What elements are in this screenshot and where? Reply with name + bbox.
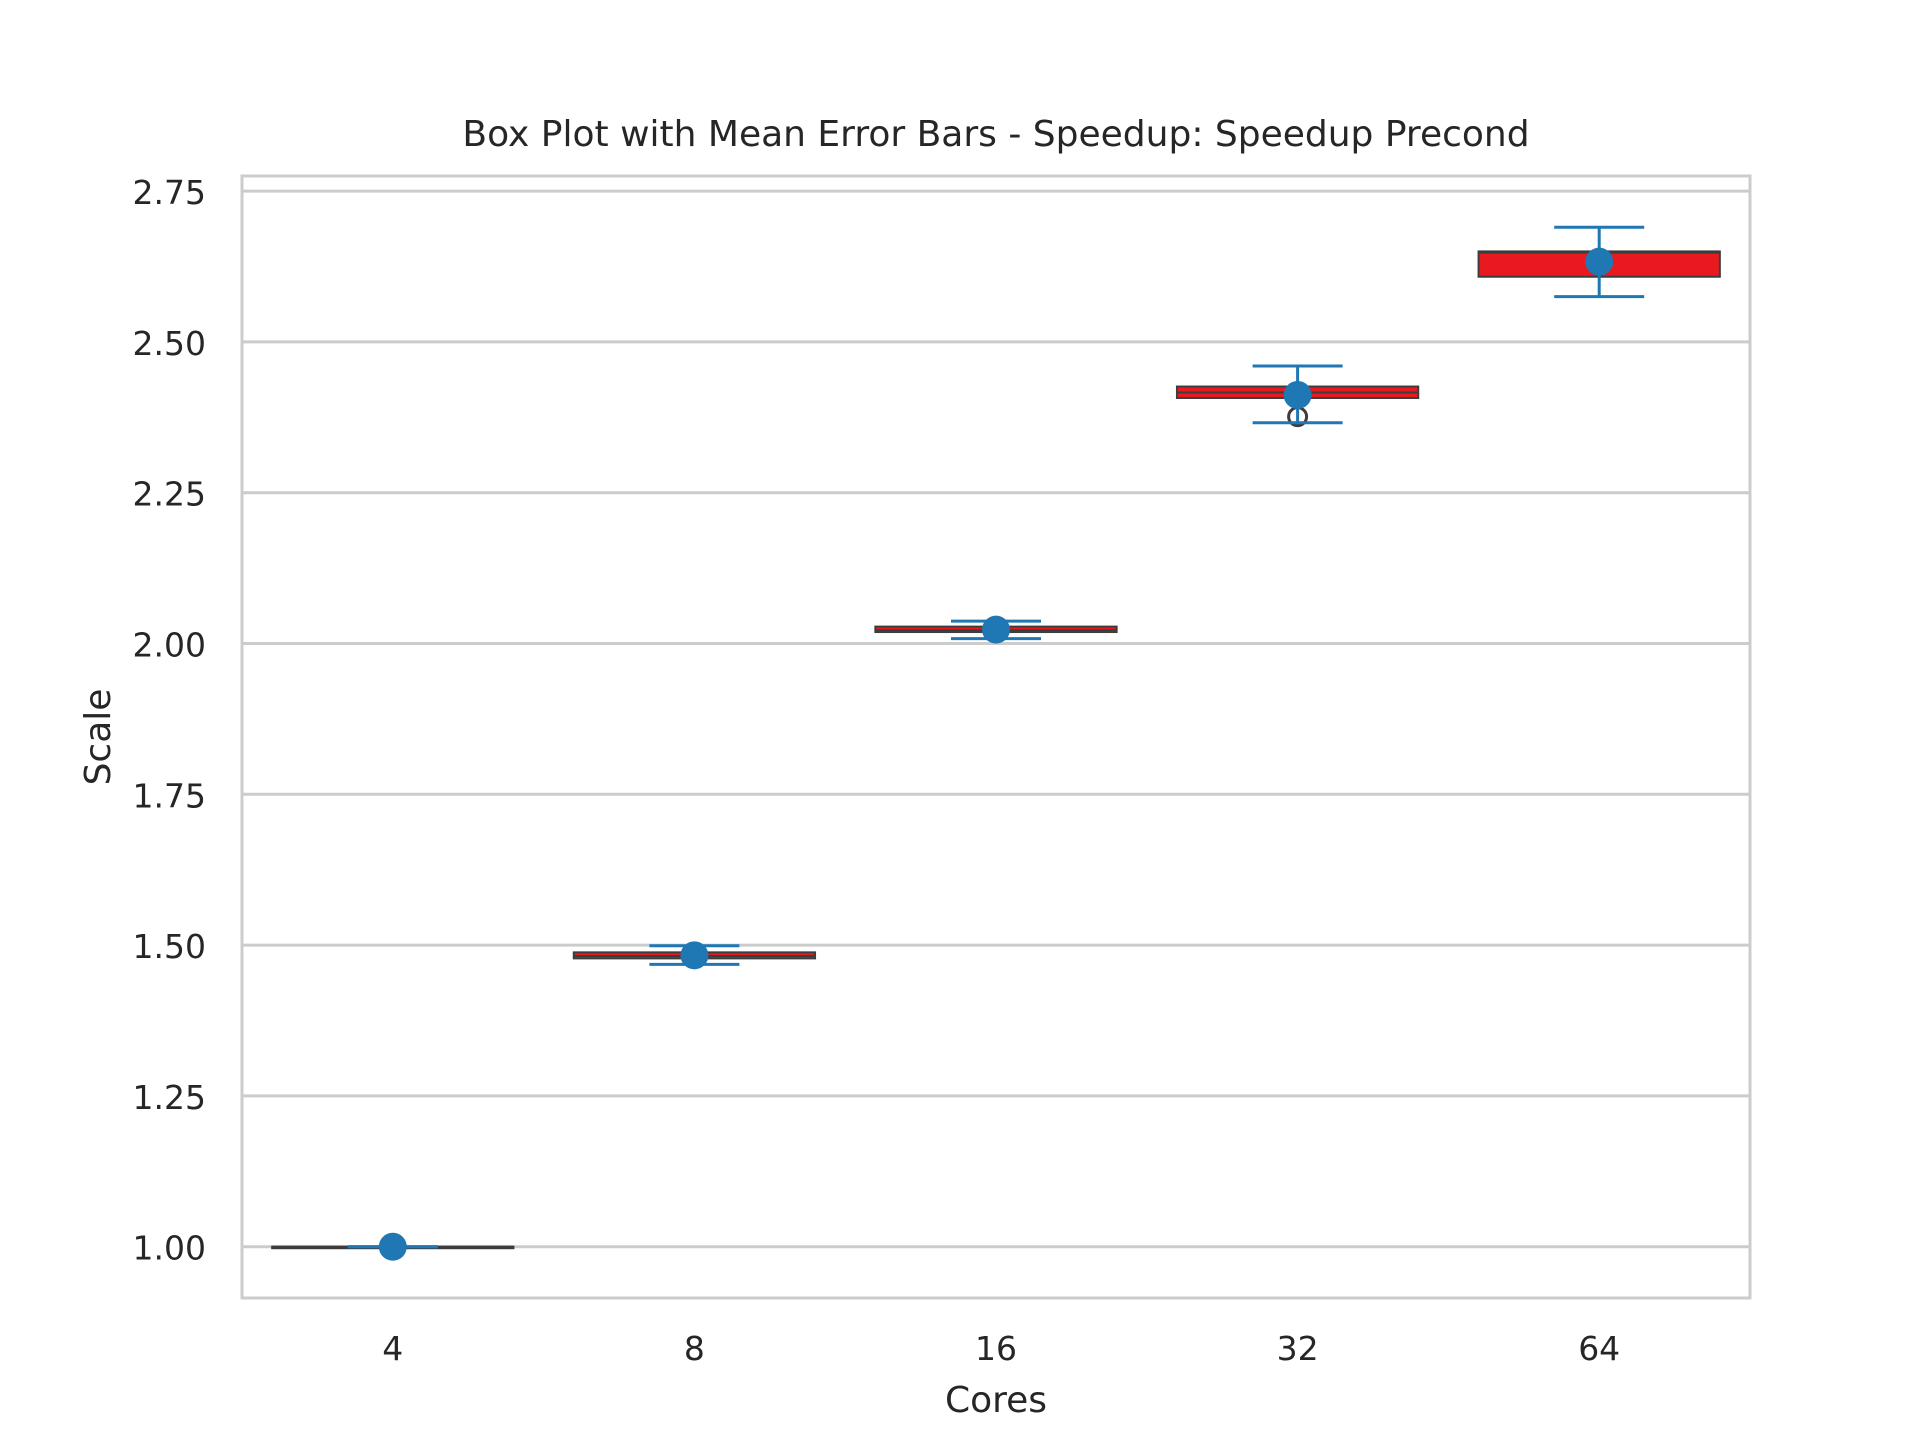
- x-tick-label: 16: [975, 1329, 1017, 1368]
- mean-marker: [982, 615, 1010, 644]
- y-tick-labels: 1.00 1.25 1.50 1.75 2.00 2.25 2.50 2.75: [133, 173, 206, 1268]
- y-tick-label: 2.00: [133, 626, 206, 665]
- x-tick-label: 8: [684, 1329, 705, 1368]
- y-tick-label: 2.25: [133, 475, 206, 514]
- plot-frame: [240, 174, 1752, 1300]
- box-layer: [271, 250, 1721, 1250]
- y-tick-label: 2.75: [133, 173, 206, 212]
- grid-layer: [242, 189, 1750, 1249]
- x-tick-label: 4: [382, 1329, 403, 1368]
- mean-marker: [680, 941, 709, 970]
- mean-marker: [1585, 247, 1614, 276]
- y-axis-label: Scale: [78, 689, 119, 786]
- x-tick-label: 64: [1578, 1329, 1620, 1368]
- y-tick-label: 2.50: [133, 324, 206, 363]
- y-tick-label: 1.75: [133, 776, 206, 815]
- y-tick-label: 1.25: [133, 1078, 206, 1117]
- x-tick-label: 32: [1277, 1329, 1319, 1368]
- error-bar-layer: [347, 225, 1645, 1261]
- y-tick-label: 1.00: [133, 1229, 206, 1268]
- chart-title: Box Plot with Mean Error Bars - Speedup:…: [462, 114, 1529, 155]
- mean-marker: [1283, 380, 1312, 409]
- x-axis-label: Cores: [945, 1380, 1047, 1421]
- x-tick-labels: 4 8 16 32 64: [382, 1329, 1620, 1368]
- y-tick-label: 1.50: [133, 927, 206, 966]
- mean-marker: [378, 1232, 407, 1261]
